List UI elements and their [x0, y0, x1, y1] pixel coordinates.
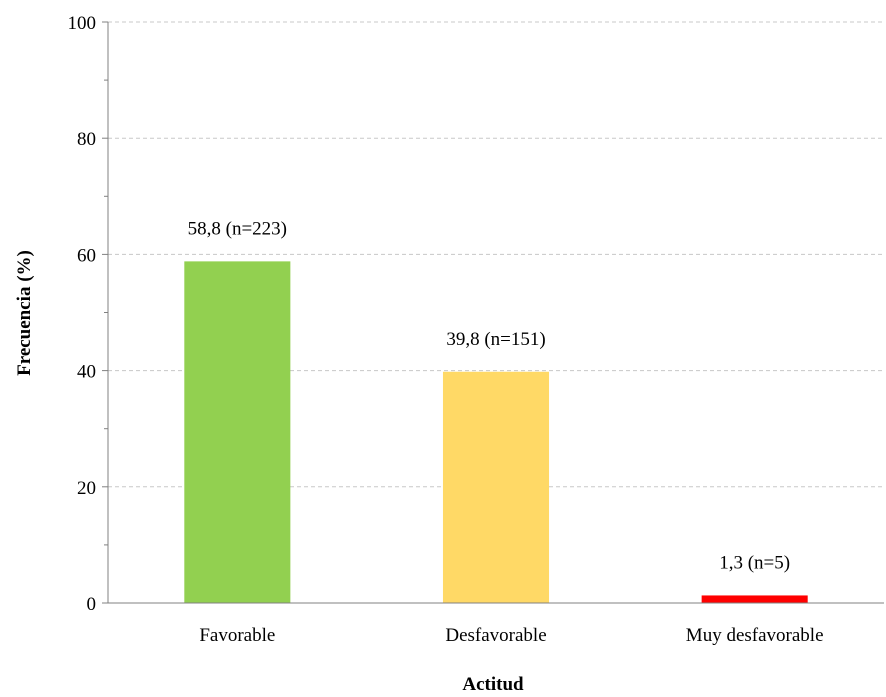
data-label: 58,8 (n=223) [188, 218, 287, 239]
x-tick-label: Favorable [199, 625, 275, 646]
labels: 0 20 40 60 80 100 58,8 (n=223) Favorable 39,8 (n… [68, 13, 824, 646]
bars [184, 261, 808, 603]
y-tick-label: 20 [77, 478, 96, 499]
data-label: 1,3 (n=5) [719, 552, 790, 573]
y-tick-label: 40 [77, 362, 96, 383]
y-tick-label: 60 [77, 245, 96, 266]
y-tick-label: 100 [68, 13, 97, 34]
data-label: 39,8 (n=151) [446, 329, 545, 350]
x-axis-title: Actitud [462, 674, 524, 695]
axes [102, 21, 884, 604]
y-tick-label: 80 [77, 129, 96, 150]
x-tick-label: Desfavorable [445, 625, 546, 646]
bar-1 [184, 261, 291, 603]
y-axis-title: Frecuencia (%) [14, 250, 35, 376]
bar-3 [701, 595, 808, 603]
bar-2 [442, 371, 550, 603]
y-tick-label: 0 [87, 594, 97, 615]
x-tick-label: Muy desfavorable [686, 625, 824, 646]
